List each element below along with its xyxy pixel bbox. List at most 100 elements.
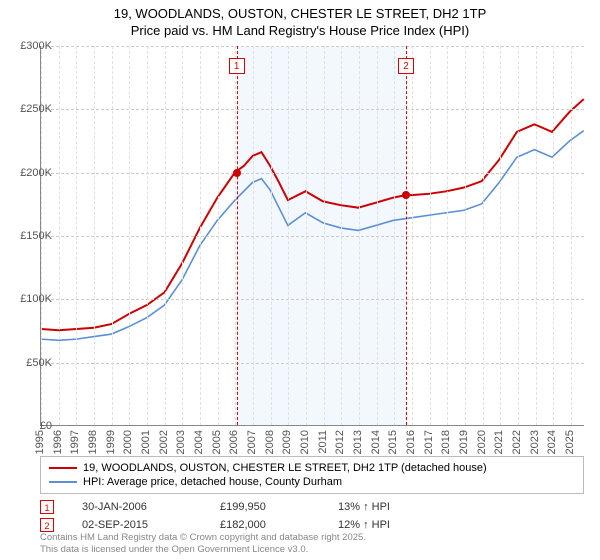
x-axis-label: 2016 [405,430,417,454]
legend-row: HPI: Average price, detached house, Coun… [49,475,575,489]
sale-event-marker: 2 [40,518,54,532]
y-axis-label: £50K [8,357,52,369]
legend-row: 19, WOODLANDS, OUSTON, CHESTER LE STREET… [49,461,575,475]
sale-event-row: 130-JAN-2006£199,95013% ↑ HPI [40,498,584,516]
gridline-vertical [571,46,572,425]
sale-point-1 [233,169,241,177]
x-axis-label: 2015 [387,430,399,454]
legend-swatch [49,481,77,483]
x-axis-label: 1998 [87,430,99,454]
title-line-2: Price paid vs. HM Land Registry's House … [0,23,600,40]
gridline-vertical [483,46,484,425]
gridline-horizontal [41,236,584,237]
y-axis-label: £250K [8,103,52,115]
event-marker-1: 1 [229,58,245,74]
gridline-vertical [359,46,360,425]
gridline-vertical [147,46,148,425]
sale-event-marker: 1 [40,500,54,514]
gridline-vertical [94,46,95,425]
x-axis-label: 2012 [334,430,346,454]
x-axis-label: 2001 [140,430,152,454]
sale-price: £182,000 [220,519,310,531]
x-axis-label: 2004 [193,430,205,454]
x-axis-label: 2019 [458,430,470,454]
x-axis-label: 2022 [511,430,523,454]
series-line-property [41,99,584,330]
x-axis-label: 2000 [122,430,134,454]
legend-swatch [49,467,77,469]
x-axis-label: 2011 [317,430,329,454]
sale-point-2 [402,191,410,199]
gridline-vertical [324,46,325,425]
gridline-vertical [288,46,289,425]
sale-delta-vs-hpi: 13% ↑ HPI [338,501,390,513]
gridline-vertical [200,46,201,425]
x-axis-label: 2005 [211,430,223,454]
gridline-vertical [59,46,60,425]
y-axis-label: £200K [8,167,52,179]
gridline-vertical [129,46,130,425]
gridline-vertical [518,46,519,425]
legend: 19, WOODLANDS, OUSTON, CHESTER LE STREET… [40,456,584,494]
event-marker-2: 2 [398,58,414,74]
x-axis-label: 1995 [34,430,46,454]
footer-line-2: This data is licensed under the Open Gov… [40,544,366,556]
x-axis-label: 2025 [564,430,576,454]
attribution-footer: Contains HM Land Registry data © Crown c… [40,532,366,556]
gridline-vertical [341,46,342,425]
x-axis-label: 1997 [69,430,81,454]
x-axis-label: 2002 [158,430,170,454]
gridline-vertical [182,46,183,425]
event-vertical-line [406,46,407,425]
gridline-vertical [394,46,395,425]
gridline-vertical [500,46,501,425]
gridline-vertical [306,46,307,425]
x-axis-label: 2017 [423,430,435,454]
gridline-vertical [76,46,77,425]
sale-price: £199,950 [220,501,310,513]
gridline-vertical [536,46,537,425]
x-axis-label: 2014 [370,430,382,454]
sale-delta-vs-hpi: 12% ↑ HPI [338,519,390,531]
chart-title: 19, WOODLANDS, OUSTON, CHESTER LE STREET… [0,0,600,40]
gridline-vertical [253,46,254,425]
gridline-vertical [377,46,378,425]
footer-line-1: Contains HM Land Registry data © Crown c… [40,532,366,544]
gridline-vertical [165,46,166,425]
gridline-vertical [112,46,113,425]
gridline-vertical [218,46,219,425]
x-axis-label: 2009 [281,430,293,454]
gridline-horizontal [41,109,584,110]
x-axis-label: 1996 [52,430,64,454]
x-axis-label: 2020 [476,430,488,454]
x-axis-label: 2018 [440,430,452,454]
legend-label: HPI: Average price, detached house, Coun… [83,476,342,488]
gridline-vertical [412,46,413,425]
x-axis-label: 2003 [175,430,187,454]
x-axis-label: 2010 [299,430,311,454]
x-axis-label: 2023 [529,430,541,454]
legend-label: 19, WOODLANDS, OUSTON, CHESTER LE STREET… [83,462,487,474]
gridline-horizontal [41,299,584,300]
x-axis-label: 2008 [264,430,276,454]
x-axis-label: 1999 [105,430,117,454]
y-axis-label: £300K [8,40,52,52]
y-axis-label: £100K [8,293,52,305]
gridline-vertical [553,46,554,425]
gridline-horizontal [41,173,584,174]
title-line-1: 19, WOODLANDS, OUSTON, CHESTER LE STREET… [0,6,600,23]
event-vertical-line [237,46,238,425]
gridline-vertical [447,46,448,425]
x-axis-label: 2006 [228,430,240,454]
x-axis-label: 2013 [352,430,364,454]
chart-container: 19, WOODLANDS, OUSTON, CHESTER LE STREET… [0,0,600,560]
sale-date: 02-SEP-2015 [82,519,192,531]
gridline-vertical [465,46,466,425]
x-axis-label: 2021 [493,430,505,454]
sales-events-table: 130-JAN-2006£199,95013% ↑ HPI202-SEP-201… [40,498,584,534]
gridline-vertical [271,46,272,425]
x-axis-label: 2024 [546,430,558,454]
gridline-vertical [430,46,431,425]
y-axis-label: £150K [8,230,52,242]
gridline-horizontal [41,363,584,364]
